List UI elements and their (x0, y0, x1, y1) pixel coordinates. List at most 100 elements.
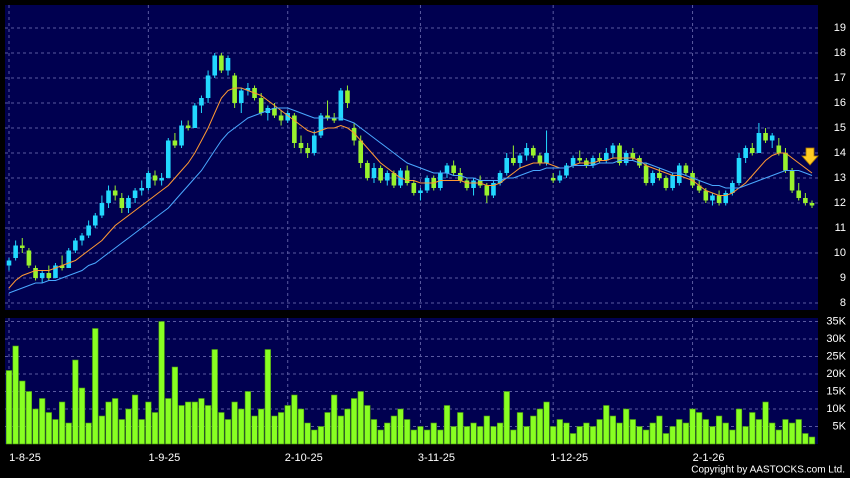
candle-body (491, 183, 496, 196)
copyright: Copyright by AASTOCKS.com Ltd. (691, 465, 845, 476)
volume-bar (762, 401, 769, 445)
y-tick-label: 10 (834, 247, 846, 259)
volume-bar (609, 415, 617, 445)
volume-bar (536, 408, 544, 445)
candle-body (159, 178, 164, 181)
candle-body (577, 158, 583, 161)
y-tick-label: 15K (826, 385, 846, 397)
volume-bar (649, 422, 656, 445)
volume-bar (516, 412, 524, 445)
candle-body (544, 153, 549, 163)
candle-body (809, 203, 815, 206)
y-tick-label: 8 (840, 297, 846, 309)
volume-bar (755, 419, 763, 445)
candle-body (165, 140, 171, 178)
x-tick-label: 2-1-26 (693, 452, 725, 464)
candle-body (6, 260, 12, 266)
volume-bar (311, 429, 318, 445)
candle-body (119, 198, 125, 208)
candle-body (597, 158, 602, 161)
volume-bar (337, 415, 344, 445)
volume-bar (510, 429, 517, 445)
volume-bar (390, 415, 398, 445)
candle-body (384, 173, 390, 181)
y-tick-label: 30K (826, 333, 846, 345)
volume-bar (735, 408, 743, 445)
volume-bar (284, 405, 291, 445)
volume-bar (125, 408, 132, 445)
candle-body (610, 145, 616, 153)
y-tick-label: 14 (834, 147, 846, 159)
volume-bar (589, 426, 597, 445)
candle-body (511, 158, 516, 163)
volume-bar (297, 408, 305, 445)
y-tick-label: 13 (834, 172, 846, 184)
volume-bar (795, 419, 802, 445)
volume-bar (503, 391, 510, 445)
candle-body (338, 90, 344, 121)
candle-body (139, 188, 145, 191)
volume-bar (788, 422, 796, 445)
candle-body (106, 190, 111, 203)
candle-body (33, 268, 38, 278)
candle-body (371, 168, 377, 178)
volume-bar (204, 405, 212, 445)
candle-body (484, 185, 490, 196)
candle-body (245, 88, 251, 91)
candle-body (305, 148, 310, 153)
candle-body (749, 148, 755, 153)
candle-body (66, 250, 72, 268)
volume-bar (277, 412, 285, 445)
candle-body (112, 190, 118, 196)
candle-body (212, 55, 218, 76)
volume-bar (696, 412, 703, 445)
candle-body (238, 90, 244, 103)
candle-body (325, 115, 330, 118)
volume-bar (271, 415, 278, 445)
candle-body (59, 265, 65, 268)
volume-bar (238, 408, 245, 445)
volume-bar (350, 398, 358, 445)
volume-bar (423, 429, 431, 445)
volume-bar (642, 429, 650, 445)
candle-body (690, 173, 695, 186)
candle-body (776, 145, 782, 153)
candle-body (292, 115, 297, 143)
volume-bar (384, 422, 391, 445)
volume-bar (636, 426, 643, 445)
candle-body (756, 133, 762, 153)
volume-bar (749, 412, 756, 445)
candle-body (192, 105, 198, 128)
volume-bar (722, 422, 729, 445)
volume-bar (244, 391, 252, 445)
volume-bar (443, 405, 451, 445)
y-tick-label: 35K (826, 315, 846, 327)
volume-bar (457, 412, 464, 445)
volume-bar (118, 419, 125, 445)
candle-body (497, 173, 503, 183)
candle-body (424, 178, 430, 191)
volume-bar (603, 405, 610, 445)
volume-bar (775, 429, 782, 445)
candle-body (232, 75, 237, 103)
volume-bar (12, 345, 19, 445)
candle-body (311, 135, 317, 153)
candle-body (179, 125, 184, 146)
volume-bar (158, 321, 165, 445)
candle-body (650, 173, 656, 183)
candle-body (19, 245, 25, 248)
candle-body (391, 173, 397, 186)
candle-body (418, 190, 423, 193)
volume-bar (65, 422, 72, 445)
candle-body (803, 198, 808, 203)
volume-bar (450, 426, 457, 445)
volume-bar (78, 387, 86, 445)
volume-bar (437, 429, 444, 445)
candle-body (146, 173, 151, 188)
candle-body (358, 140, 364, 163)
volume-bar (543, 401, 550, 445)
candle-body (504, 158, 510, 173)
labels: 8 9 10 11 12 13 14 15 16 17 18 19 5K 10K 15K 20K 25K 30K 3… (9, 22, 847, 464)
volume-bar (377, 429, 384, 445)
x-tick-label: 1-8-25 (9, 452, 41, 464)
